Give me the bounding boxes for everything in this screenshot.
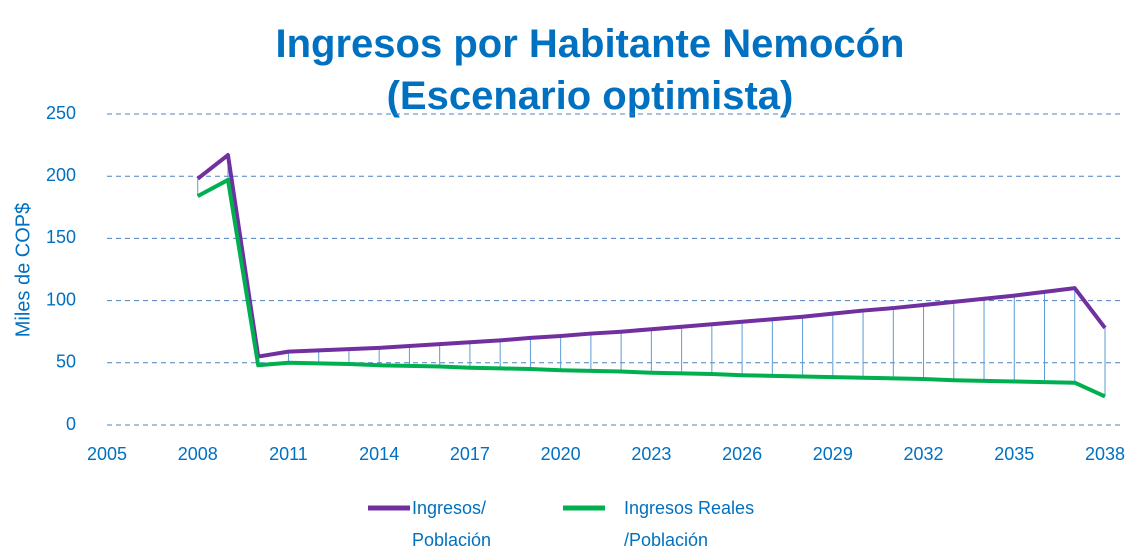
y-tick-label: 250 bbox=[46, 103, 76, 123]
x-tick-label: 2020 bbox=[541, 444, 581, 464]
x-tick-label: 2026 bbox=[722, 444, 762, 464]
x-tick-label: 2011 bbox=[269, 444, 308, 464]
x-tick-label: 2038 bbox=[1085, 444, 1125, 464]
y-tick-label: 200 bbox=[46, 165, 76, 185]
y-tick-label: 100 bbox=[46, 289, 76, 309]
chart-title: Ingresos por Habitante Nemocón (Escenari… bbox=[275, 22, 905, 118]
x-tick-label: 2023 bbox=[631, 444, 671, 464]
x-tick-label: 2035 bbox=[994, 444, 1034, 464]
legend-label: Ingresos/ Población bbox=[412, 498, 492, 550]
y-tick-label: 150 bbox=[46, 227, 76, 247]
series-line bbox=[196, 177, 1106, 399]
y-tick-label: 50 bbox=[56, 352, 76, 372]
x-tick-label: 2029 bbox=[813, 444, 853, 464]
x-tick-label: 2017 bbox=[450, 444, 490, 464]
x-tick-label: 2032 bbox=[904, 444, 944, 464]
legend-label: Ingresos Reales /Población bbox=[624, 498, 755, 550]
y-tick-label: 0 bbox=[66, 414, 76, 434]
x-tick-label: 2014 bbox=[359, 444, 399, 464]
x-tick-label: 2005 bbox=[87, 444, 127, 464]
series-line bbox=[196, 153, 1107, 359]
y-axis-label: Miles de COP$ bbox=[12, 203, 34, 338]
x-tick-label: 2008 bbox=[178, 444, 218, 464]
